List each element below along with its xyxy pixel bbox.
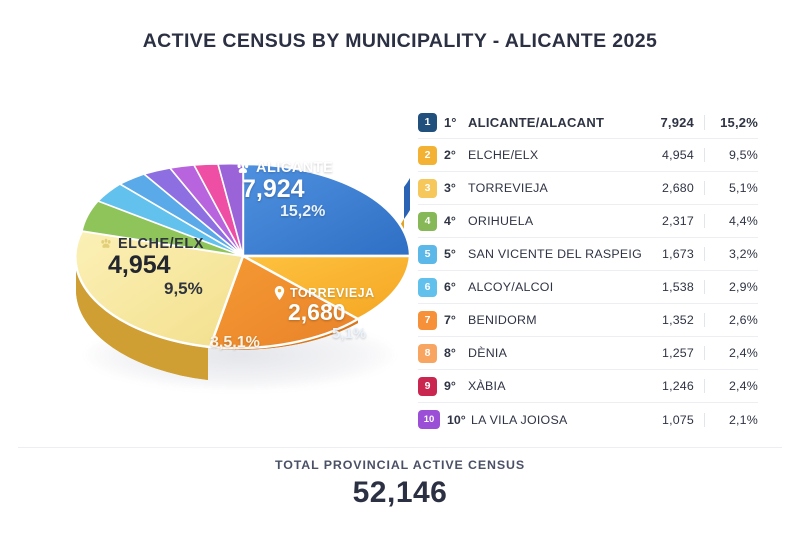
rank-badge: 6 bbox=[418, 277, 437, 297]
rank-ordinal: 5° bbox=[444, 247, 456, 261]
municipality-count: 1,352 bbox=[661, 313, 694, 327]
rank-ordinal: 10° bbox=[447, 412, 466, 427]
municipality-name: ORIHUELA bbox=[468, 214, 534, 228]
pie-slice-torrevieja[interactable] bbox=[242, 254, 412, 321]
rank-ordinal: 4° bbox=[444, 214, 456, 228]
municipality-percentage: 5,1% bbox=[704, 181, 758, 195]
municipality-percentage: 3,2% bbox=[704, 247, 758, 261]
rank-ordinal: 3° bbox=[444, 181, 456, 195]
legend-row-7[interactable]: 7 7° BENIDORM 1,352 2,6% bbox=[418, 304, 758, 337]
pie-slice-alicante[interactable] bbox=[241, 162, 412, 258]
rank-badge: 1 bbox=[418, 112, 437, 132]
rank-badge: 10 bbox=[418, 410, 440, 429]
pie-chart-svg bbox=[74, 162, 412, 380]
legend-row-6[interactable]: 6 6° ALCOY/ALCOI 1,538 2,9% bbox=[418, 271, 758, 304]
legend-row-4[interactable]: 4 4° ORIHUELA 2,317 4,4% bbox=[418, 205, 758, 238]
municipality-name: BENIDORM bbox=[468, 313, 537, 327]
rank-ordinal: 6° bbox=[444, 280, 456, 294]
pie-depth-blue bbox=[404, 178, 410, 219]
municipality-percentage: 4,4% bbox=[704, 214, 758, 228]
rank-badge: 4 bbox=[418, 211, 437, 231]
municipality-count: 4,954 bbox=[661, 148, 694, 162]
pie-slice-elche[interactable] bbox=[74, 229, 245, 349]
municipality-count: 1,257 bbox=[661, 346, 694, 360]
legend-row-10[interactable]: 10 10° LA VILA JOIOSA 1,075 2,1% bbox=[418, 403, 758, 436]
municipality-count: 7,924 bbox=[660, 114, 694, 130]
footer-divider bbox=[18, 447, 782, 448]
municipality-percentage: 2,4% bbox=[704, 379, 758, 393]
municipality-name: ALICANTE/ALACANT bbox=[468, 114, 605, 130]
legend-row-1[interactable]: 1 1° ALICANTE/ALACANT 7,924 15,2% bbox=[418, 106, 758, 139]
municipality-percentage: 2,1% bbox=[704, 412, 758, 427]
pie-slice-orange-group[interactable] bbox=[208, 254, 361, 350]
legend-row-5[interactable]: 5 5° SAN VICENTE DEL RASPEIG 1,673 3,2% bbox=[418, 238, 758, 271]
municipality-count: 1,246 bbox=[661, 379, 694, 393]
rank-badge: 8 bbox=[418, 343, 437, 363]
rank-ordinal: 2° bbox=[444, 148, 456, 162]
total-census-value: 52,146 bbox=[352, 476, 448, 509]
municipality-name: ALCOY/ALCOI bbox=[468, 280, 554, 294]
legend-row-9[interactable]: 9 9° XÀBIA 1,246 2,4% bbox=[418, 370, 758, 403]
rank-badge: 7 bbox=[418, 310, 437, 330]
municipality-percentage: 2,9% bbox=[704, 280, 758, 294]
municipality-name: SAN VICENTE DEL RASPEIG bbox=[468, 247, 642, 261]
pie-chart: ALICANTE 7,924 15,2% ELCHE/ELX 4,954 9,5… bbox=[58, 88, 428, 438]
municipality-count: 1,538 bbox=[661, 280, 694, 294]
rank-badge: 5 bbox=[418, 244, 437, 264]
rank-badge: 2 bbox=[418, 145, 437, 165]
municipality-count: 2,317 bbox=[661, 214, 694, 228]
municipality-count: 1,673 bbox=[661, 247, 694, 261]
municipality-name: LA VILA JOIOSA bbox=[471, 412, 568, 427]
rank-ordinal: 1° bbox=[444, 114, 457, 130]
municipality-percentage: 2,6% bbox=[704, 313, 758, 327]
rank-ordinal: 7° bbox=[444, 313, 456, 327]
municipality-name: XÀBIA bbox=[468, 379, 506, 393]
page-title: ACTIVE CENSUS BY MUNICIPALITY - ALICANTE… bbox=[142, 30, 658, 52]
municipality-name: DÈNIA bbox=[468, 346, 508, 360]
legend-row-3[interactable]: 3 3° TORREVIEJA 2,680 5,1% bbox=[418, 172, 758, 205]
municipality-name: ELCHE/ELX bbox=[468, 148, 539, 162]
rank-ordinal: 8° bbox=[444, 346, 456, 360]
municipality-count: 1,075 bbox=[661, 412, 694, 427]
legend-row-2[interactable]: 2 2° ELCHE/ELX 4,954 9,5% bbox=[418, 139, 758, 172]
municipality-percentage: 15,2% bbox=[704, 114, 758, 130]
municipality-percentage: 2,4% bbox=[704, 346, 758, 360]
rank-badge: 9 bbox=[418, 376, 437, 396]
legend-table: 1 1° ALICANTE/ALACANT 7,924 15,2% 2 2° E… bbox=[418, 106, 758, 436]
municipality-percentage: 9,5% bbox=[704, 148, 758, 162]
municipality-count: 2,680 bbox=[661, 181, 694, 195]
pie-slices bbox=[74, 162, 412, 350]
municipality-name: TORREVIEJA bbox=[468, 181, 549, 195]
total-census-label: TOTAL PROVINCIAL ACTIVE CENSUS bbox=[274, 458, 526, 472]
legend-row-8[interactable]: 8 8° DÈNIA 1,257 2,4% bbox=[418, 337, 758, 370]
rank-badge: 3 bbox=[418, 178, 437, 198]
rank-ordinal: 9° bbox=[444, 379, 456, 393]
